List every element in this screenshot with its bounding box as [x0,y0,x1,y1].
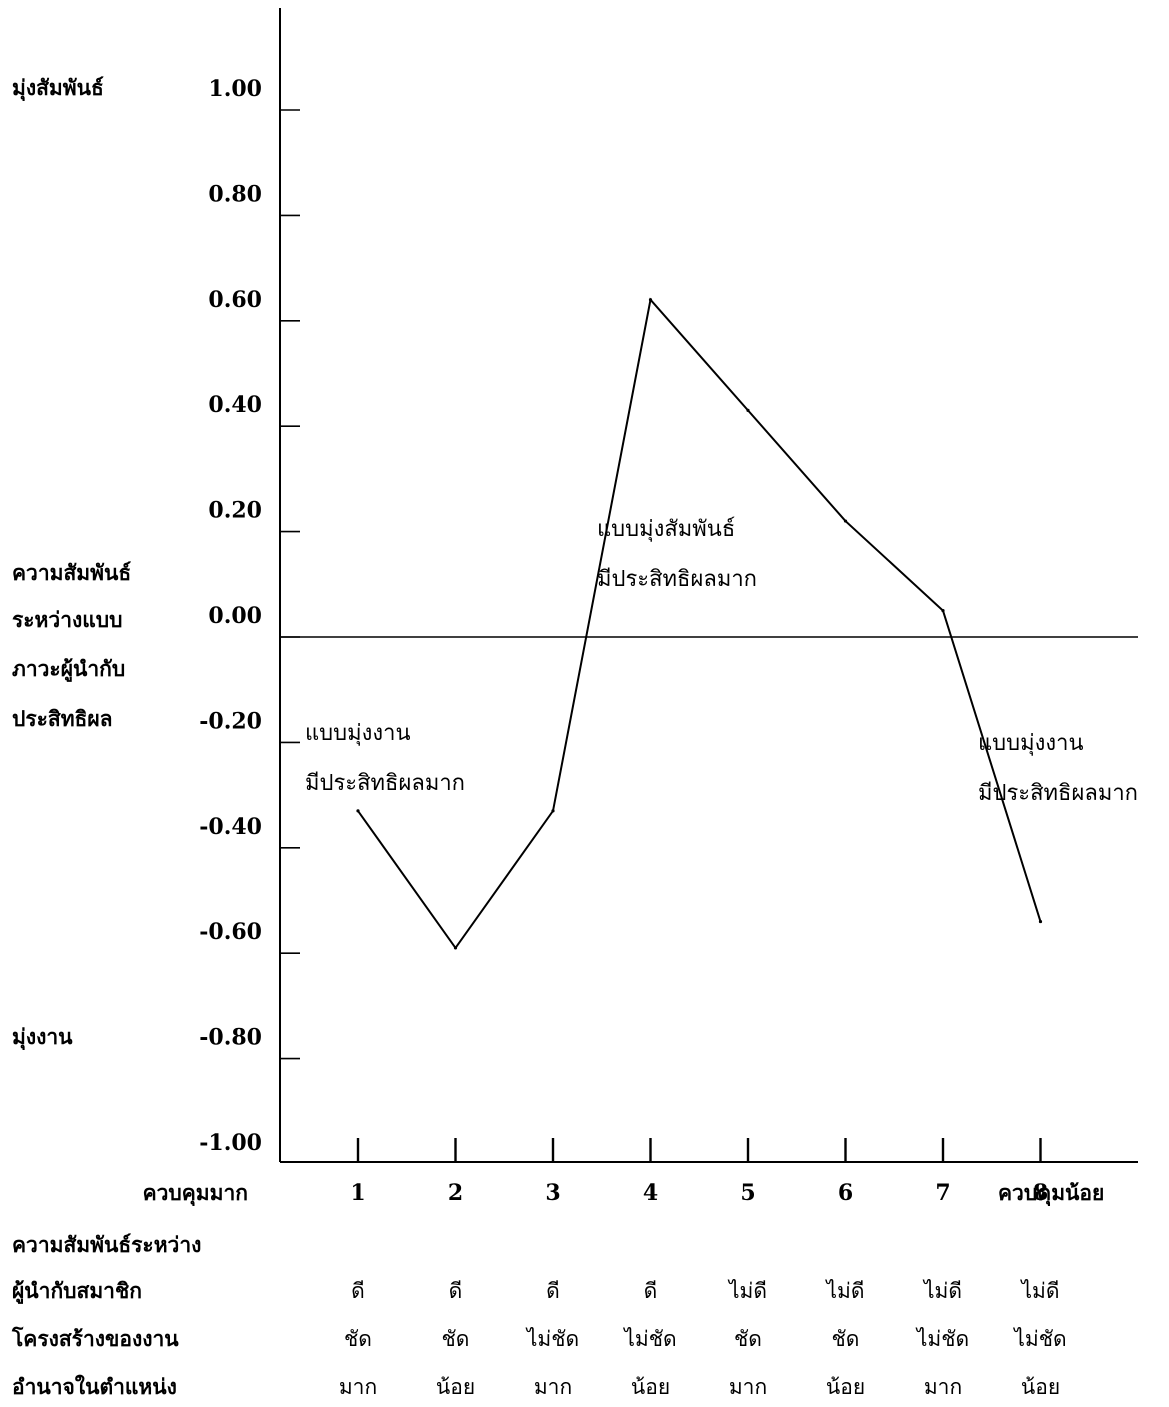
y-tick-label: -1.00 [199,1130,262,1156]
y-tick-label: -0.80 [199,1025,262,1051]
table-cell: มาก [534,1375,572,1399]
y-tick-label: 0.60 [208,287,262,313]
axes [279,8,1138,1163]
data-point [746,408,750,412]
side-label-middle-2: ระหว่างแบบ [12,607,122,632]
table-cell: ชัด [832,1327,860,1351]
data-point [941,609,945,613]
x-axis-end-labels: ควบคุมมาก ควบคุมน้อย [143,1180,1105,1207]
table-cell: ไม่ดี [922,1279,962,1303]
data-point [453,946,458,950]
table-row-label: โครงสร้างของงาน [11,1326,179,1351]
data-point [356,809,360,813]
annotation-middle-line-1: แบบมุ่งสัมพันธ์ [597,517,735,542]
table-cell: ดี [644,1279,658,1303]
y-tick-label: 1.00 [208,76,262,102]
side-label-bottom: มุ่งงาน [12,1024,73,1051]
x-tick-label: 2 [448,1180,463,1206]
x-ticks: 1 2 3 4 5 6 7 8 [350,1138,1048,1206]
table-cell: น้อย [631,1375,670,1399]
table-cell: ไม่ดี [1019,1279,1059,1303]
condition-table: ความสัมพันธ์ระหว่าง ผู้นำกับสมาชิก ดี ดี ดี… [11,1232,1067,1399]
data-point [1038,919,1043,924]
y-tick-label: -0.60 [199,919,262,945]
table-cell: น้อย [436,1375,475,1399]
x-tick-label: 1 [350,1180,365,1206]
annotation-right-line-2: มีประสิทธิผลมาก [978,781,1138,806]
table-row-label: อำนาจในตำแหน่ง [12,1374,177,1399]
table-cell: ไม่ดี [727,1279,767,1303]
table-cell: ชัด [344,1327,372,1351]
table-cell: น้อย [826,1375,865,1399]
table-cell: มาก [729,1375,767,1399]
table-cell: น้อย [1021,1375,1060,1399]
table-row-label: ผู้นำกับสมาชิก [12,1278,142,1305]
x-tick-label: 4 [643,1180,658,1206]
y-tick-label: 0.80 [208,181,262,207]
table-cell: มาก [339,1375,377,1399]
table-cell: มาก [924,1375,962,1399]
x-tick-label: 8 [1033,1180,1048,1206]
data-point [648,298,653,302]
annotation-left-line-2: มีประสิทธิผลมาก [305,771,465,796]
table-cell: ชัด [442,1327,470,1351]
side-label-middle-1: ความสัมพันธ์ [12,560,131,585]
y-tick-label: -0.40 [199,814,262,840]
table-cell: ชัด [734,1327,762,1351]
data-point [843,519,848,523]
side-label-top: มุ่งสัมพันธ์ [12,75,104,102]
table-cell: ดี [449,1279,463,1303]
table-cell: ไม่ดี [824,1279,864,1303]
annotations: แบบมุ่งงาน มีประสิทธิผลมาก แบบมุ่งสัมพัน… [305,517,1138,806]
table-header-line: ความสัมพันธ์ระหว่าง [12,1232,201,1257]
table-cell: ดี [351,1279,365,1303]
annotation-middle-line-2: มีประสิทธิผลมาก [597,567,757,592]
annotation-right-line-1: แบบมุ่งงาน [978,731,1084,756]
x-tick-label: 3 [545,1180,560,1206]
x-tick-label: 5 [740,1180,755,1206]
table-cell: ไม่ชัด [915,1327,969,1351]
x-tick-label: 6 [838,1180,853,1206]
x-end-label-right: ควบคุมน้อย [998,1180,1104,1207]
y-tick-label: 0.00 [208,603,262,629]
y-tick-label: 0.40 [208,392,262,418]
side-label-middle-3: ภาวะผู้นำกับ [12,656,125,683]
y-axis-side-labels: มุ่งสัมพันธ์ ความสัมพันธ์ ระหว่างแบบ ภาว… [12,75,131,1051]
series [356,297,1043,950]
x-tick-label: 7 [935,1180,950,1206]
series-line [357,297,1042,950]
side-label-middle-4: ประสิทธิผล [12,706,113,731]
data-point [551,809,555,813]
x-end-label-left: ควบคุมมาก [143,1180,248,1207]
y-tick-label: 0.20 [208,498,262,524]
y-tick-label: -0.20 [199,708,262,734]
y-ticks: 1.00 0.80 0.60 0.40 0.20 0.00 -0.20 -0.40 -0.60 -… [199,76,300,1156]
table-cell: ดี [546,1279,560,1303]
table-cell: ไม่ชัด [525,1327,579,1351]
table-cell: ไม่ชัด [622,1327,676,1351]
table-cell: ไม่ชัด [1012,1327,1066,1351]
annotation-left-line-1: แบบมุ่งงาน [305,721,411,746]
